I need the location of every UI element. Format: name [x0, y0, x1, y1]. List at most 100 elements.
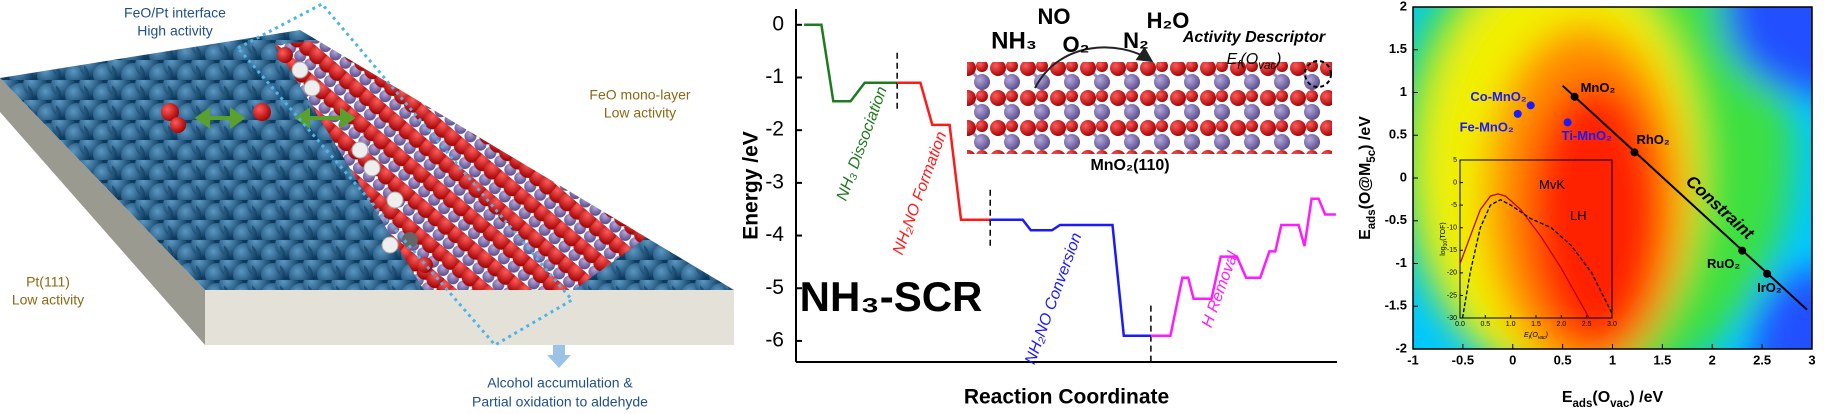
y-axis-label-part: 10 — [1443, 241, 1449, 247]
curve-label: MvK — [1539, 177, 1565, 192]
y-tick-label: -6 — [765, 328, 784, 351]
x-axis-label-part: vac — [1538, 335, 1546, 341]
label: FeO mono-layer — [589, 87, 690, 103]
annotation: NH₃ — [991, 27, 1037, 54]
x-axis-label: Ef(Ovac) — [1524, 332, 1548, 341]
annotation: NO — [1038, 4, 1071, 29]
x-tick-label: -0.5 — [1452, 352, 1474, 367]
descriptor-part: (O — [1240, 51, 1258, 68]
x-axis-label-part: vac — [1610, 398, 1630, 410]
point-label: IrO₂ — [1757, 280, 1782, 295]
y-tick-label: -2 — [1395, 340, 1407, 355]
x-axis-label-part: ) — [1545, 332, 1548, 339]
x-tick-label: 2.0 — [1556, 321, 1566, 328]
y-tick-label: 1 — [1400, 84, 1407, 99]
annotation: H₂O — [1147, 8, 1190, 33]
series-label: NH₂NO Conversion — [1022, 231, 1085, 367]
x-axis-label: Reaction Coordinate — [964, 386, 1169, 409]
y-axis-label-part: ) /eV — [1357, 116, 1374, 150]
y-axis-label-part: 5c — [1366, 149, 1378, 162]
y-axis-label: log10(TOF) — [1440, 222, 1449, 256]
y-tick-label: -15 — [1447, 247, 1457, 254]
y-tick-label: -25 — [1447, 292, 1457, 299]
x-tick-label: 2.5 — [1753, 352, 1771, 367]
x-tick-label: 2.5 — [1582, 321, 1592, 328]
y-tick-label: -4 — [765, 223, 784, 246]
label: Low activity — [12, 292, 84, 308]
descriptor-part: vac — [1258, 60, 1276, 72]
x-tick-label: 1.5 — [1531, 321, 1541, 328]
label: Alcohol accumulation & — [487, 375, 633, 391]
label: Low activity — [604, 105, 676, 121]
point-label: Co-MnO₂ — [1470, 89, 1527, 104]
label: FeO/Pt interface — [124, 5, 226, 21]
label: Partial oxidation to aldehyde — [472, 394, 648, 410]
x-axis-label-part: ads — [1573, 398, 1593, 410]
curve-label: LH — [1570, 208, 1587, 223]
y-tick-label: -1 — [765, 65, 784, 88]
x-tick-label: 3.0 — [1607, 321, 1617, 328]
y-tick-label: -20 — [1447, 270, 1457, 277]
double-arrow — [194, 107, 356, 129]
x-tick-label: 0.0 — [1455, 321, 1465, 328]
x-axis-label-part: (O — [1530, 332, 1538, 339]
series-label: NH₂NO Formation — [890, 129, 950, 257]
y-tick-label: -5 — [1451, 202, 1457, 209]
x-axis-label-part: ) /eV — [1629, 389, 1663, 406]
down-arrow — [547, 345, 571, 368]
y-tick-label: -5 — [765, 276, 784, 299]
y-tick-label: -3 — [765, 170, 784, 193]
inset-curve — [1461, 198, 1613, 319]
y-tick-label: 1.5 — [1389, 41, 1407, 56]
x-tick-label: 1 — [1609, 352, 1616, 367]
y-tick-label: -0.5 — [1385, 212, 1407, 227]
y-axis-label-part: log — [1440, 246, 1447, 255]
label: High activity — [137, 23, 212, 39]
y-tick-label: 0 — [772, 12, 784, 35]
y-axis-label: Energy /eV — [740, 131, 763, 240]
point — [1526, 101, 1535, 110]
slab-side — [0, 78, 205, 345]
y-axis-label-part: E — [1357, 229, 1374, 240]
y-tick-label: 0 — [1400, 169, 1407, 184]
annotation: Activity Descriptor — [1182, 29, 1326, 46]
y-tick-label: 0.5 — [1389, 127, 1407, 142]
y-tick-label: -1.5 — [1385, 298, 1407, 313]
x-tick-label: 0 — [1509, 352, 1516, 367]
energy-line — [990, 218, 1151, 337]
point — [1563, 118, 1572, 127]
y-tick-label: -10 — [1447, 225, 1457, 232]
point — [1513, 109, 1522, 118]
x-axis-label-part: E — [1562, 389, 1573, 406]
energy-line — [804, 23, 898, 103]
x-axis-label-part: f — [1529, 335, 1531, 341]
x-axis-label-part: E — [1524, 332, 1529, 339]
label: Pt(111) — [26, 274, 70, 290]
y-tick-label: 0 — [1453, 179, 1457, 186]
descriptor-part: E — [1227, 51, 1238, 68]
x-tick-label: 1.5 — [1653, 352, 1671, 367]
point-label: RhO₂ — [1636, 132, 1669, 147]
slab-front — [205, 290, 734, 345]
x-axis-label: Eads(Ovac) /eV — [1562, 389, 1664, 410]
point-label: MnO₂ — [1581, 80, 1616, 95]
descriptor-part: ) — [1274, 51, 1281, 68]
y-axis-label-part: ads — [1366, 209, 1378, 229]
y-tick-label: -1 — [1395, 255, 1407, 270]
y-tick-label: 5 — [1453, 157, 1457, 164]
energy-line — [897, 81, 991, 221]
energy-line — [1150, 197, 1336, 337]
y-tick-label: -30 — [1447, 315, 1457, 322]
y-axis-label: Eads(O@M5c) /eV — [1357, 116, 1378, 240]
crystal-inset — [967, 46, 1332, 154]
descriptor-part: f — [1237, 60, 1242, 72]
x-tick-label: 0.5 — [1554, 352, 1572, 367]
point-label: RuO₂ — [1707, 256, 1740, 271]
adsorbates — [161, 47, 433, 273]
x-tick-label: 1.0 — [1506, 321, 1516, 328]
illustration: FeO/Pt interface High activity FeO mono-… — [0, 2, 734, 410]
y-tick-label: 2 — [1400, 0, 1407, 13]
point-label: Fe-MnO₂ — [1460, 119, 1514, 134]
y-axis-label-part: (TOF) — [1440, 222, 1447, 241]
